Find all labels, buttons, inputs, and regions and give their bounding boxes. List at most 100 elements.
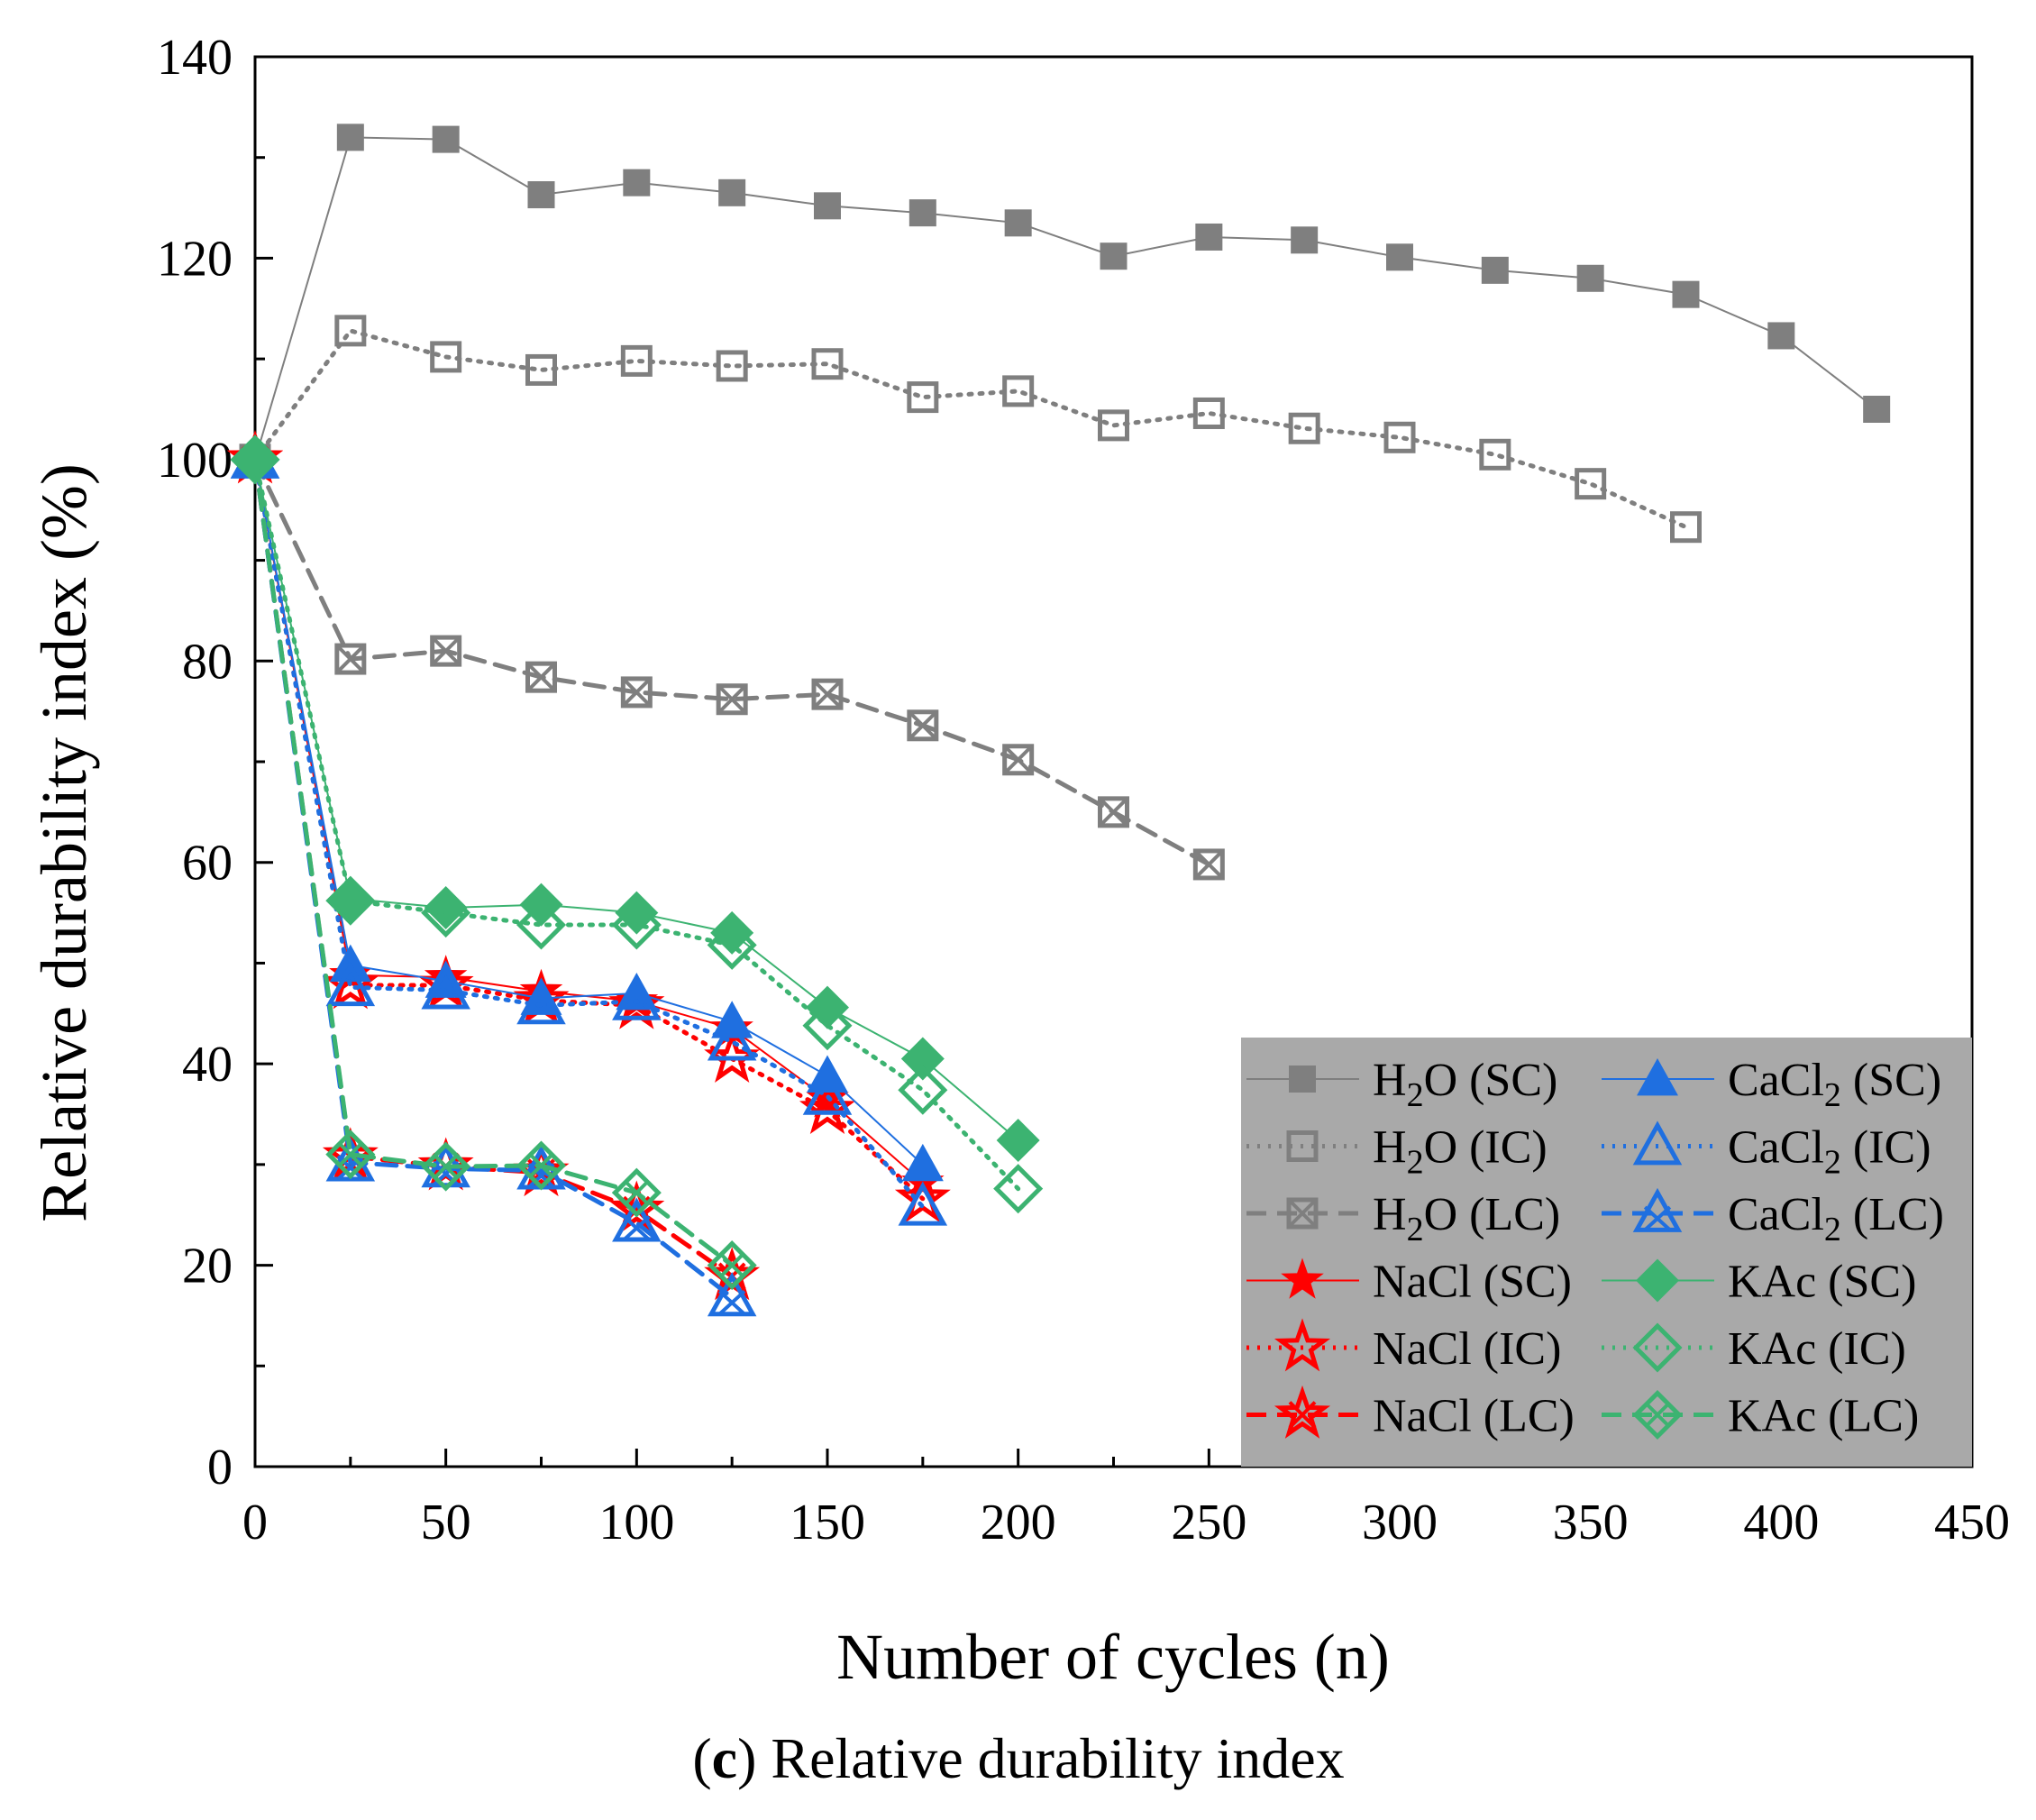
legend-label: NaCl (IC)	[1373, 1323, 1561, 1375]
data-point	[1002, 375, 1035, 407]
legend-item: CaCl2 (IC)	[1602, 1120, 1931, 1182]
y-tick-label: 0	[207, 1440, 233, 1495]
series-line	[252, 457, 926, 1210]
x-tick-label: 300	[1362, 1495, 1438, 1550]
x-tick-label: 400	[1743, 1495, 1819, 1550]
data-point	[527, 181, 555, 209]
y-tick-label: 40	[182, 1037, 233, 1093]
data-point	[516, 1140, 567, 1191]
x-tick-label: 50	[421, 1495, 471, 1550]
data-point	[334, 643, 367, 675]
data-point	[806, 985, 849, 1029]
legend-item: NaCl (LC)	[1246, 1385, 1575, 1442]
y-axis-ticks: 0 20 40 60 80 100 120 140	[157, 30, 273, 1495]
series-line	[252, 328, 1688, 530]
legend-item: H2O (LC)	[1246, 1189, 1560, 1248]
series-line	[254, 136, 1878, 461]
data-point	[336, 123, 364, 151]
series-h2o-sc	[242, 123, 1891, 473]
data-point	[421, 888, 471, 938]
legend-label: H2O (LC)	[1373, 1189, 1560, 1248]
data-point	[1004, 209, 1032, 237]
series-line	[252, 457, 1021, 1192]
series-layer	[226, 123, 1891, 1317]
data-point	[1098, 796, 1129, 828]
legend-item: KAc (IC)	[1602, 1322, 1906, 1375]
data-point	[1479, 438, 1511, 471]
data-point	[811, 348, 844, 380]
data-point	[1192, 848, 1225, 881]
series-line	[252, 457, 1211, 867]
series-kac-lc	[230, 434, 757, 1291]
data-point	[325, 1129, 376, 1180]
data-point	[898, 1065, 948, 1115]
data-point	[620, 676, 653, 709]
data-point	[325, 962, 376, 1007]
data-point	[1195, 223, 1223, 251]
data-point	[1767, 322, 1795, 350]
x-tick-label: 200	[981, 1495, 1056, 1550]
legend-label: CaCl2 (LC)	[1728, 1189, 1944, 1248]
series-line	[252, 457, 735, 1268]
legend-marker	[1632, 1120, 1683, 1166]
data-point	[615, 891, 659, 935]
series-cacl2-lc	[230, 434, 757, 1317]
data-point	[325, 875, 376, 926]
data-point	[611, 1167, 662, 1218]
legend-label: H2O (IC)	[1373, 1122, 1548, 1182]
x-tick-label: 350	[1553, 1495, 1629, 1550]
y-tick-label: 80	[182, 634, 233, 690]
data-point	[516, 900, 567, 950]
data-point	[1100, 242, 1128, 270]
legend-item: CaCl2 (LC)	[1602, 1187, 1944, 1248]
legend-marker	[1274, 1385, 1331, 1439]
series-h2o-lc	[239, 444, 1225, 881]
legend-marker	[1289, 1065, 1316, 1093]
series-line	[254, 458, 924, 1166]
y-tick-label: 140	[157, 30, 233, 86]
data-point	[623, 169, 651, 197]
legend-item: H2O (IC)	[1246, 1122, 1548, 1182]
legend-marker	[1637, 1058, 1678, 1096]
data-point	[993, 1164, 1044, 1214]
data-point	[430, 635, 462, 667]
legend-label: KAc (LC)	[1728, 1391, 1919, 1442]
legend-marker	[1632, 1322, 1683, 1373]
series-kac-ic	[230, 434, 1044, 1214]
data-point	[707, 1016, 757, 1061]
series-h2o-ic	[239, 315, 1702, 544]
legend-item: NaCl (IC)	[1246, 1318, 1561, 1375]
data-point	[1575, 468, 1607, 500]
legend-label: KAc (SC)	[1728, 1257, 1916, 1308]
x-tick-label: 150	[790, 1495, 865, 1550]
data-point	[1576, 264, 1604, 292]
y-tick-label: 20	[182, 1239, 233, 1294]
y-axis-title: Relative durability index (%)	[28, 463, 100, 1222]
legend-item: NaCl (SC)	[1246, 1257, 1572, 1308]
y-tick-label: 100	[157, 433, 233, 489]
legend-marker	[1286, 1197, 1319, 1230]
data-point	[1386, 243, 1413, 271]
data-point	[612, 975, 662, 1020]
figure-caption: (c) Relative durability index	[692, 1726, 1344, 1790]
data-point	[612, 1197, 662, 1242]
series-kac-sc	[233, 437, 1040, 1163]
data-point	[1192, 397, 1225, 429]
data-point	[900, 1037, 945, 1081]
data-point	[707, 1240, 757, 1291]
x-tick-label: 100	[598, 1495, 674, 1550]
legend-item: KAc (SC)	[1602, 1257, 1916, 1308]
data-point	[1098, 409, 1129, 442]
data-point	[1670, 511, 1702, 544]
legend-marker	[1636, 1258, 1679, 1303]
data-point	[718, 178, 746, 206]
data-point	[334, 315, 367, 347]
legend-label: CaCl2 (SC)	[1728, 1055, 1941, 1114]
legend-label: NaCl (SC)	[1373, 1257, 1572, 1308]
x-tick-label: 250	[1171, 1495, 1246, 1550]
data-point	[802, 1001, 853, 1051]
data-point	[710, 910, 754, 955]
data-point	[432, 125, 460, 153]
data-point	[716, 350, 748, 382]
y-tick-label: 120	[157, 231, 233, 287]
